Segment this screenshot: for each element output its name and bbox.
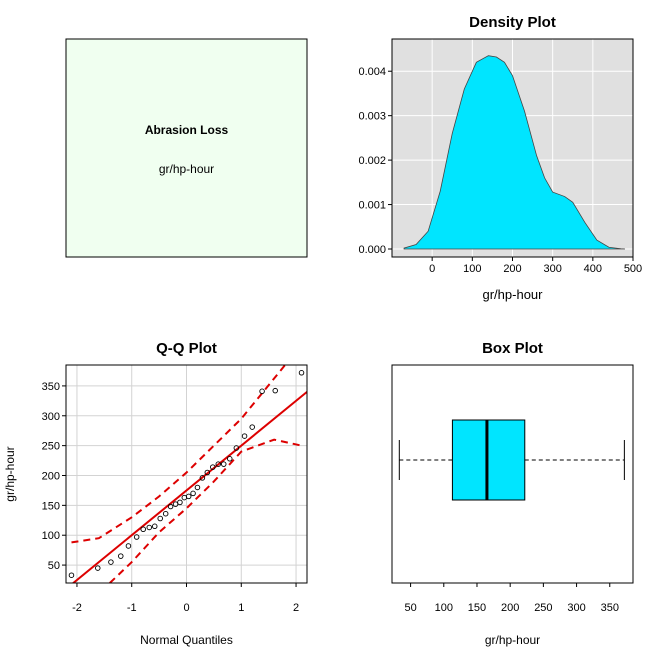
qq-points bbox=[68, 370, 305, 578]
qq-point bbox=[227, 456, 233, 462]
box-xtick-label: 150 bbox=[468, 602, 486, 614]
qq-xtick-label: -1 bbox=[127, 602, 137, 614]
qq-confidence-lower bbox=[109, 438, 302, 583]
qq-point bbox=[241, 433, 248, 439]
density-x-axis: 0 100 200 300 400 500 bbox=[429, 257, 642, 275]
qq-point bbox=[68, 572, 75, 578]
qq-ytick-label: 200 bbox=[42, 470, 60, 482]
density-plot: 0 100 200 300 400 500 0.0000.0010.0020.0030.0… bbox=[358, 14, 642, 302]
qq-point bbox=[167, 503, 174, 510]
qq-point bbox=[146, 524, 153, 531]
qq-ytick-label: 350 bbox=[42, 381, 60, 393]
box-title: Box Plot bbox=[482, 340, 543, 357]
density-ytick-label: 0.000 bbox=[358, 244, 386, 256]
info-panel: Abrasion Loss gr/hp-hour bbox=[65, 38, 308, 258]
qq-xtick-label: 0 bbox=[183, 602, 189, 614]
qq-xtick-label: -2 bbox=[72, 602, 82, 614]
qq-ylabel: gr/hp-hour bbox=[3, 446, 17, 501]
qq-point bbox=[125, 543, 132, 549]
density-xtick-label: 500 bbox=[624, 263, 642, 275]
density-ytick-label: 0.003 bbox=[358, 111, 386, 123]
qq-point bbox=[185, 493, 192, 500]
qq-point bbox=[118, 553, 124, 559]
density-xtick-label: 300 bbox=[543, 263, 561, 275]
qq-point bbox=[151, 523, 158, 530]
density-xtick-label: 400 bbox=[584, 263, 602, 275]
qq-ytick-label: 50 bbox=[48, 560, 60, 572]
density-xlabel: gr/hp-hour bbox=[483, 287, 544, 302]
qq-x-axis: -2 -1 0 1 2 bbox=[72, 583, 299, 614]
density-y-axis: 0.000 0.001 0.002 0.003 0.004 bbox=[358, 66, 392, 256]
qq-point bbox=[249, 424, 255, 430]
qq-point bbox=[157, 515, 163, 522]
density-area bbox=[403, 55, 625, 250]
qq-point bbox=[298, 370, 305, 376]
info-panel-subtitle: gr/hp-hour bbox=[159, 162, 214, 176]
qq-xlabel: Normal Quantiles bbox=[140, 633, 233, 647]
qq-point bbox=[108, 559, 114, 565]
qq-point bbox=[162, 510, 169, 517]
density-ytick-label: 0.002 bbox=[358, 155, 386, 167]
qq-point bbox=[95, 565, 101, 571]
density-xtick-label: 100 bbox=[463, 263, 481, 275]
qq-ytick-label: 150 bbox=[42, 500, 60, 512]
info-panel-box bbox=[65, 38, 308, 258]
qq-point bbox=[220, 461, 227, 467]
box-xtick-label: 250 bbox=[534, 602, 552, 614]
qq-point bbox=[233, 445, 240, 451]
qq-ytick-label: 250 bbox=[42, 441, 60, 453]
box-xlabel: gr/hp-hour bbox=[485, 633, 540, 647]
density-xtick-label: 0 bbox=[429, 263, 435, 275]
qq-xtick-label: 2 bbox=[293, 602, 299, 614]
density-xtick-label: 200 bbox=[503, 263, 521, 275]
qq-point bbox=[194, 484, 201, 491]
qq-point bbox=[272, 387, 278, 394]
qq-reference-line bbox=[71, 391, 307, 583]
qq-lines bbox=[71, 365, 307, 583]
box-elements bbox=[398, 419, 625, 501]
qq-point bbox=[259, 388, 265, 395]
qq-confidence-upper bbox=[71, 365, 288, 544]
box-iqr bbox=[451, 419, 526, 501]
box-xtick-label: 100 bbox=[435, 602, 453, 614]
box-plot: 50 100 150 200 250 300 350 Box Plot gr/hp-hour bbox=[391, 340, 634, 647]
qq-xtick-label: 1 bbox=[238, 602, 244, 614]
qq-plot: -2 -1 0 1 2 50 100 150 200 250 300 350 Q-Q Plot No… bbox=[3, 340, 308, 647]
qq-y-axis: 50 100 150 200 250 300 350 bbox=[42, 381, 66, 572]
qq-point bbox=[210, 464, 216, 470]
qq-point bbox=[215, 461, 222, 467]
qq-ytick-label: 300 bbox=[42, 411, 60, 423]
box-xtick-label: 200 bbox=[501, 602, 519, 614]
qq-point bbox=[190, 490, 196, 497]
density-ytick-label: 0.004 bbox=[358, 66, 386, 78]
info-panel-title: Abrasion Loss bbox=[145, 123, 229, 137]
qq-point bbox=[177, 499, 183, 506]
box-xtick-label: 300 bbox=[567, 602, 585, 614]
density-title: Density Plot bbox=[469, 14, 556, 31]
qq-point bbox=[133, 534, 140, 540]
qq-ytick-label: 100 bbox=[42, 530, 60, 542]
qq-point bbox=[199, 475, 206, 481]
box-xtick-label: 50 bbox=[404, 602, 416, 614]
qq-point bbox=[204, 469, 211, 476]
qq-point bbox=[140, 526, 146, 532]
density-ytick-label: 0.001 bbox=[358, 200, 386, 212]
box-x-axis: 50 100 150 200 250 300 350 bbox=[404, 583, 619, 614]
qq-grid bbox=[66, 365, 307, 583]
qq-title: Q-Q Plot bbox=[156, 340, 217, 357]
box-xtick-label: 350 bbox=[601, 602, 619, 614]
